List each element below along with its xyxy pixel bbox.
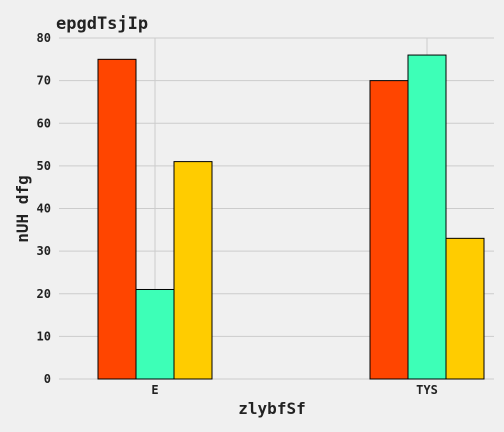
y-tick-labels: 0 10 20 30 40 50 60 70 80 xyxy=(37,31,51,386)
y-tick-label: 10 xyxy=(37,329,51,343)
y-tick-label: 50 xyxy=(37,159,51,173)
x-tick-label: TYS xyxy=(416,383,438,397)
x-tick-label: E xyxy=(151,383,158,397)
y-tick-label: 0 xyxy=(44,372,51,386)
bar-tys-series-1 xyxy=(369,80,409,380)
bars xyxy=(97,54,485,380)
bar-tys-series-2 xyxy=(407,54,447,380)
chart-title: epgdTsjIp xyxy=(56,14,148,34)
bar-tys-series-3 xyxy=(445,237,485,380)
x-tick-labels: E TYS xyxy=(151,383,437,397)
y-tick-label: 40 xyxy=(37,202,51,216)
x-axis-label: zlybfSf xyxy=(238,399,305,418)
bar-e-series-2 xyxy=(135,288,175,380)
y-tick-label: 20 xyxy=(37,287,51,301)
bar-e-series-1 xyxy=(97,58,137,380)
y-axis-label: nUH dfg xyxy=(13,175,32,242)
y-tick-label: 30 xyxy=(37,244,51,258)
y-tick-label: 70 xyxy=(37,74,51,88)
bar-e-series-3 xyxy=(173,161,213,380)
y-tick-label: 80 xyxy=(37,31,51,45)
y-tick-label: 60 xyxy=(37,116,51,130)
